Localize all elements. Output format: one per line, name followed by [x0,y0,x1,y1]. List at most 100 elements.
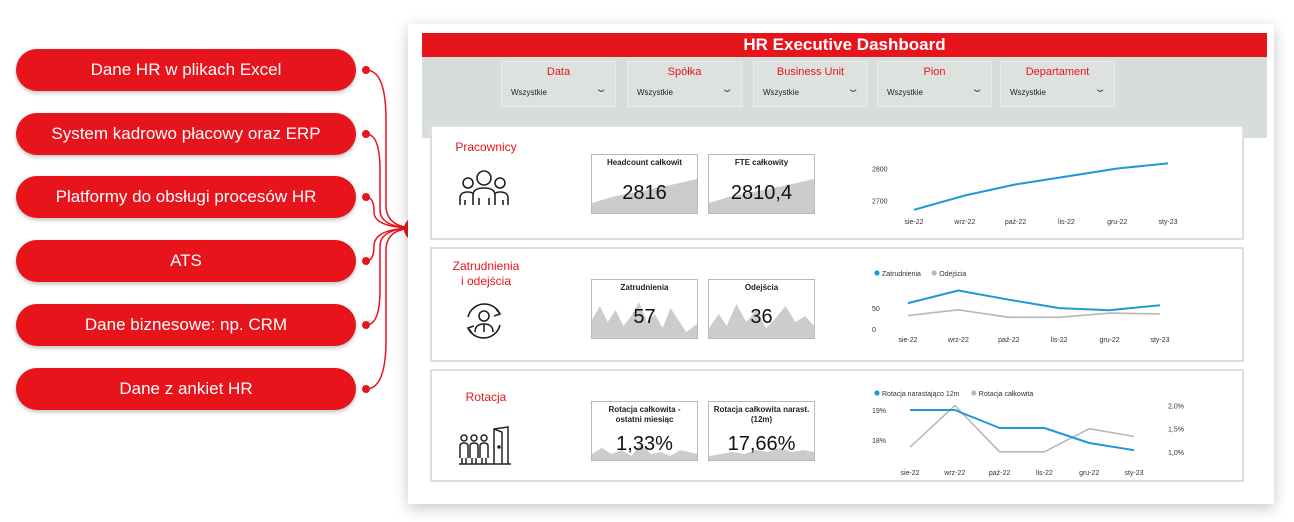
x-tick-label: gru-22 [1107,219,1127,226]
filter-value: Wszystkie [763,88,799,97]
section-title: Rotacja [465,390,507,404]
kpi-value: 2810,4 [730,182,793,204]
kpi-sparkline [592,444,697,460]
x-tick-label: sie-22 [900,470,919,477]
source-label: Dane biznesowe: np. CRM [84,315,288,334]
headcount-line-chart: 2800 2700 sie-22 wrz-22 paź-22 lis-22 gru-22 st… [872,162,1178,226]
source-pill-hr-platforms: Platformy do obsługi procesów HR [16,176,356,218]
y-tick-label: 50 [872,306,880,313]
series-line [909,404,1135,453]
x-tick-label: lis-22 [1058,219,1075,226]
kpi-value: 36 [750,306,773,328]
filter-business-unit[interactable]: Business Unit Wszystkie ⌄ [753,61,868,107]
filter-departament[interactable]: Departament Wszystkie ⌄ [1000,61,1115,107]
filter-pion[interactable]: Pion Wszystkie ⌄ [877,61,992,107]
y-tick-label: 2700 [872,198,888,205]
filter-label: Pion [923,66,946,78]
section-title: Zatrudnienia i odejścia [440,259,532,289]
filter-value: Wszystkie [637,88,673,97]
filter-label: Spółka [667,66,702,78]
legend-marker [874,270,880,276]
kpi-sparkline [592,302,697,338]
x-tick-label: sty-23 [1158,219,1177,226]
x-tick-label: lis-22 [1051,337,1068,344]
x-tick-label: sie-22 [904,219,923,226]
legend-label: Rotacja narastająco 12m [882,391,960,398]
series-line [913,162,1169,211]
source-pill-excel: Dane HR w plikach Excel [16,49,356,91]
legend-marker [971,390,977,396]
x-tick-label: wrz-22 [947,337,969,344]
kpi-card-rotacja-miesiac: Rotacja całkowita - ostatni miesiąc 1,33… [591,401,698,461]
legend-label: Rotacja całkowita [979,391,1034,398]
kpi-value: 17,66% [727,433,796,455]
y2-tick-label: 2,0% [1168,404,1184,411]
kpi-sparkline [709,179,814,213]
section-pracownicy: Pracownicy Headcount całkowit 2816 FTE c… [430,125,1244,240]
kpi-value: 1,33% [616,433,673,455]
filter-value: Wszystkie [511,88,547,97]
x-tick-label: lis-22 [1036,470,1053,477]
y2-tick-label: 1,5% [1168,427,1184,434]
kpi-label-line: Rotacja całkowita - [608,405,681,414]
chevron-down-icon[interactable]: ⌄ [846,84,860,95]
legend-marker [874,390,880,396]
x-tick-label: paź-22 [998,337,1020,344]
people-group-icon [459,170,509,205]
source-pill-hr-surveys: Dane z ankiet HR [16,368,356,410]
kpi-card-fte: FTE całkowity 2810,4 [708,154,815,214]
source-pill-ats: ATS [16,240,356,282]
x-tick-label: sie-22 [898,337,917,344]
hr-dashboard: HR Executive Dashboard Data Wszystkie ⌄ … [408,24,1274,504]
source-label: Platformy do obsługi procesów HR [55,187,317,206]
kpi-card-headcount: Headcount całkowit 2816 [591,154,698,214]
series-line [907,289,1161,312]
x-tick-label: gru-22 [1079,470,1099,477]
filter-value: Wszystkie [1010,88,1046,97]
y-tick-label: 18% [872,438,886,445]
filter-label: Departament [1025,66,1090,78]
kpi-label: Odejścia [744,283,779,292]
y-tick-label: 0 [872,327,876,334]
chevron-down-icon[interactable]: ⌄ [594,84,608,95]
legend-label: Odejścia [939,271,966,278]
chevron-down-icon[interactable]: ⌄ [1093,84,1107,95]
kpi-label: Rotacja całkowita narast. (12m) [709,405,814,425]
y-tick-label: 19% [872,408,886,415]
filter-spolka[interactable]: Spółka Wszystkie ⌄ [627,61,742,107]
kpi-card-rotacja-12m: Rotacja całkowita narast. (12m) 17,66% [708,401,815,461]
filter-label: Data [546,66,571,78]
kpi-label-line: Rotacja całkowita narast. [713,405,810,414]
employee-cycle-icon [466,303,502,339]
series-line [907,308,1161,319]
kpi-card-odejscia: Odejścia 36 [708,279,815,339]
section-title-line: Zatrudnienia [452,259,520,273]
x-tick-label: paź-22 [1005,219,1027,226]
legend-marker [931,270,937,276]
kpi-card-zatrudnienia: Zatrudnienia 57 [591,279,698,339]
kpi-label: Headcount całkowit [606,158,683,167]
kpi-label: Zatrudnienia [620,283,669,292]
section-rotacja: Rotacja Rotacja całkowita - ostatni mies… [430,369,1244,482]
filter-data[interactable]: Data Wszystkie ⌄ [501,61,616,107]
x-tick-label: paź-22 [989,470,1011,477]
y2-tick-label: 1,0% [1168,450,1184,457]
x-tick-label: gru-22 [1099,337,1119,344]
x-tick-label: wrz-22 [943,470,965,477]
chevron-down-icon[interactable]: ⌄ [970,84,984,95]
kpi-sparkline [709,304,814,338]
kpi-value: 2816 [622,182,667,204]
hires-exits-line-chart: Zatrudnienia Odejścia 50 0 sie-22 wrz-22 paź-2… [872,270,1170,344]
section-zatrudnienia: Zatrudnienia i odejścia Zatrudnienia 57 … [430,247,1244,362]
filter-label: Business Unit [776,66,845,78]
people-exit-door-icon [459,426,511,465]
dashboard-title: HR Executive Dashboard [422,33,1267,57]
filter-bar: Data Wszystkie ⌄ Spółka Wszystkie ⌄ Busi… [422,57,1267,138]
x-tick-label: sty-23 [1124,470,1143,477]
kpi-label: Rotacja całkowita - ostatni miesiąc [592,405,697,425]
kpi-value: 57 [633,306,656,328]
chevron-down-icon[interactable]: ⌄ [720,84,734,95]
kpi-label: FTE całkowity [734,158,789,167]
turnover-line-chart: Rotacja narastająco 12m Rotacja całkowita… [872,390,1184,477]
legend-label: Zatrudnienia [882,271,921,278]
